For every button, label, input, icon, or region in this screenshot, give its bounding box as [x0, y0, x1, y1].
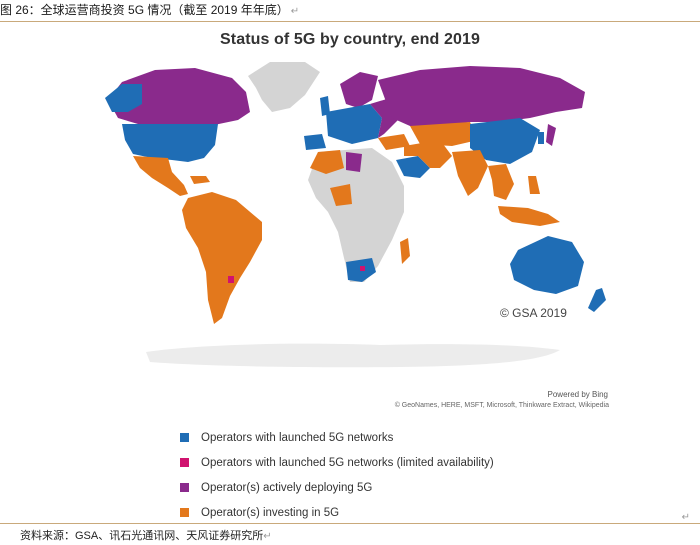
se-asia: [488, 164, 514, 200]
libya: [346, 152, 362, 172]
madagascar: [400, 238, 410, 264]
greenland: [248, 62, 320, 112]
figure-caption: 图 26：全球运营商投资 5G 情况（截至 2019 年年底） ↵: [0, 3, 300, 17]
india: [452, 150, 488, 196]
legend-swatch: [180, 483, 189, 492]
legend-label: Operators with launched 5G networks (lim…: [201, 456, 494, 469]
canada: [108, 68, 250, 125]
turkey: [378, 134, 410, 150]
legend-item-deploying: Operator(s) actively deploying 5G: [180, 475, 494, 500]
source-note: 资料来源：GSA、讯石光通讯网、天风证券研究所↵: [20, 530, 272, 542]
japan: [546, 124, 556, 146]
map-attribution: © GeoNames, HERE, MSFT, Microsoft, Think…: [394, 402, 609, 409]
uruguay: [228, 276, 234, 283]
korea: [538, 132, 544, 144]
lesotho: [360, 266, 365, 271]
africa: [308, 148, 404, 282]
legend-item-launched: Operators with launched 5G networks: [180, 425, 494, 450]
source-divider: [0, 523, 700, 524]
antarctica: [146, 343, 560, 368]
legend-label: Operator(s) investing in 5G: [201, 506, 340, 519]
uk: [320, 96, 330, 116]
south-america: [182, 192, 262, 324]
legend-swatch: [180, 458, 189, 467]
europe-central: [326, 104, 382, 144]
mexico: [133, 156, 188, 196]
australia: [510, 236, 584, 294]
new-zealand: [588, 288, 606, 312]
north-africa: [310, 150, 344, 174]
powered-by-label: Powered by Bing: [547, 390, 608, 399]
legend-label: Operator(s) actively deploying 5G: [201, 481, 373, 494]
legend-swatch: [180, 508, 189, 517]
middle-east: [404, 140, 452, 168]
iberia: [304, 134, 326, 150]
russia: [378, 66, 585, 126]
map-legend: Operators with launched 5G networks Oper…: [180, 425, 494, 525]
map-title: Status of 5G by country, end 2019: [220, 31, 480, 48]
philippines: [528, 176, 540, 194]
legend-item-investing: Operator(s) investing in 5G: [180, 500, 494, 525]
gulf-states: [396, 156, 430, 178]
legend-item-limited: Operators with launched 5G networks (lim…: [180, 450, 494, 475]
map-copyright: © GSA 2019: [500, 306, 567, 320]
usa: [122, 124, 218, 162]
africa-central: [330, 184, 352, 206]
caption-divider: [0, 21, 700, 22]
indonesia: [498, 206, 560, 226]
central-asia: [410, 122, 478, 146]
legend-label: Operators with launched 5G networks: [201, 431, 394, 444]
alaska: [105, 84, 142, 112]
china: [470, 118, 540, 164]
paragraph-mark-icon: ↵: [681, 512, 690, 523]
scandinavia: [340, 72, 378, 108]
caribbean: [190, 176, 210, 184]
legend-swatch: [180, 433, 189, 442]
